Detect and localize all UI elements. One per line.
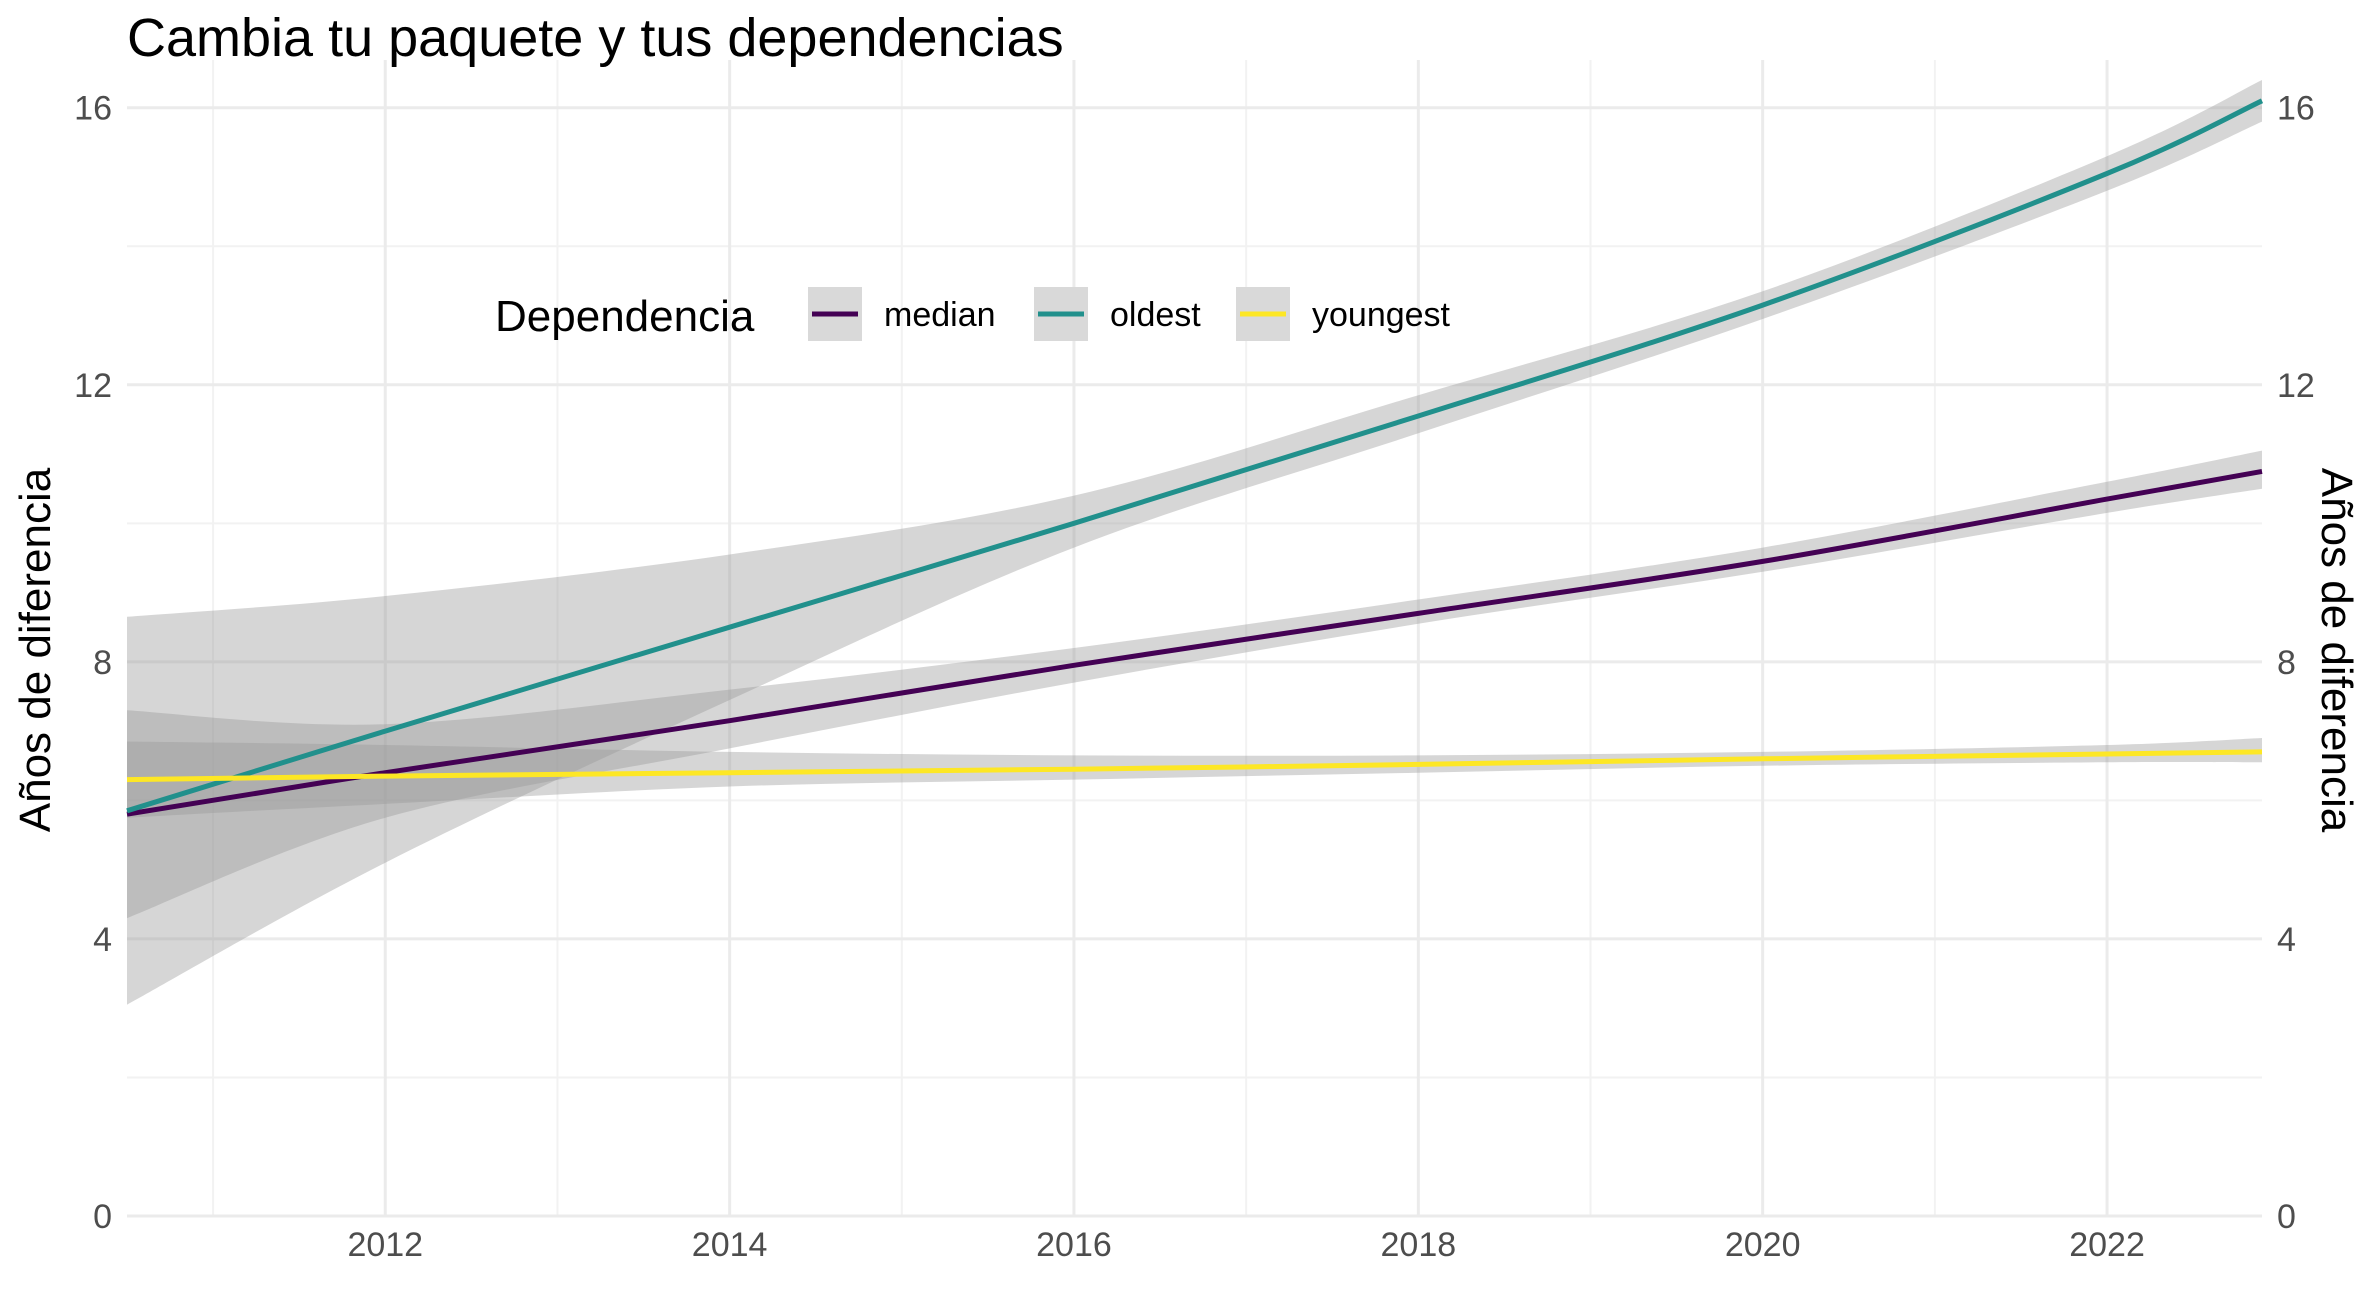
y-tick-label-left: 0 bbox=[93, 1198, 112, 1236]
legend-label-oldest: oldest bbox=[1110, 296, 1201, 334]
legend-entry-median: median bbox=[808, 287, 996, 341]
legend-title: Dependencia bbox=[495, 292, 755, 341]
line-youngest bbox=[126, 749, 2263, 783]
y-tick-label-right: 12 bbox=[2277, 367, 2315, 405]
axes: 2012 2014 2016 2018 2020 2022 0 0 4 4 8 8 12 12 16 16 bbox=[74, 90, 2315, 1264]
x-tick-label: 2022 bbox=[2069, 1226, 2145, 1264]
legend-label-median: median bbox=[884, 296, 996, 334]
y-tick-label-right: 0 bbox=[2277, 1198, 2296, 1236]
y-tick-label-left: 16 bbox=[74, 90, 112, 128]
grid bbox=[127, 60, 2262, 1218]
x-tick-label: 2020 bbox=[1725, 1226, 1801, 1264]
ribbon-oldest bbox=[127, 80, 2262, 1005]
y-tick-label-left: 8 bbox=[93, 644, 112, 682]
line-median bbox=[126, 468, 2263, 817]
x-tick-label: 2014 bbox=[692, 1226, 768, 1264]
legend: Dependencia median oldest youngest bbox=[495, 287, 1451, 341]
y-tick-label-right: 8 bbox=[2277, 644, 2296, 682]
confidence-ribbons bbox=[127, 80, 2262, 1005]
y-tick-label-right: 4 bbox=[2277, 921, 2296, 959]
y-tick-label-right: 16 bbox=[2277, 90, 2315, 128]
series-lines bbox=[126, 98, 2264, 817]
x-tick-label: 2018 bbox=[1381, 1226, 1457, 1264]
y-tick-label-left: 4 bbox=[93, 921, 112, 959]
x-tick-label: 2016 bbox=[1036, 1226, 1112, 1264]
chart-title: Cambia tu paquete y tus dependencias bbox=[127, 8, 1064, 68]
y-tick-label-left: 12 bbox=[74, 367, 112, 405]
y-axis-title-left: Años de diferencia bbox=[11, 467, 60, 832]
legend-entry-oldest: oldest bbox=[1034, 287, 1201, 341]
x-tick-label: 2012 bbox=[347, 1226, 423, 1264]
legend-entry-youngest: youngest bbox=[1236, 287, 1451, 341]
y-axis-title-right: Años de diferencia bbox=[2312, 468, 2361, 833]
line-oldest bbox=[126, 98, 2264, 814]
legend-label-youngest: youngest bbox=[1312, 296, 1451, 334]
